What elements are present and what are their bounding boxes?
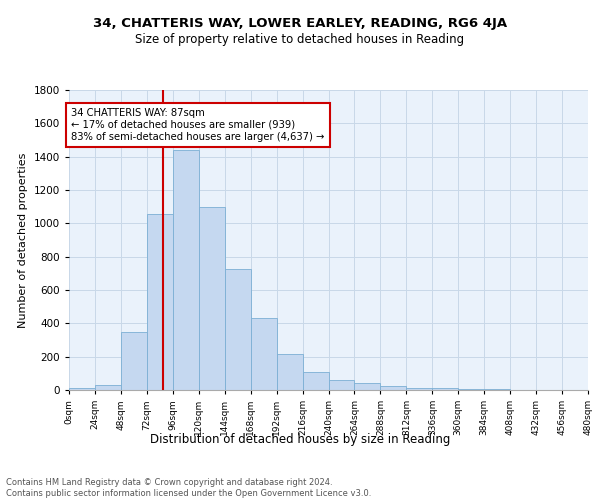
Bar [251,318,277,390]
Bar [173,150,199,390]
Bar [432,388,458,390]
Text: Size of property relative to detached houses in Reading: Size of property relative to detached ho… [136,32,464,46]
Bar [147,214,173,390]
Bar [199,206,224,390]
Bar [121,332,147,390]
Bar [95,385,121,390]
Text: 34 CHATTERIS WAY: 87sqm
← 17% of detached houses are smaller (939)
83% of semi-d: 34 CHATTERIS WAY: 87sqm ← 17% of detache… [71,108,325,142]
Bar [302,372,329,390]
Bar [458,388,484,390]
Bar [380,386,406,390]
Bar [69,388,95,390]
Text: 34, CHATTERIS WAY, LOWER EARLEY, READING, RG6 4JA: 34, CHATTERIS WAY, LOWER EARLEY, READING… [93,18,507,30]
Bar [355,382,380,390]
Bar [277,354,302,390]
Text: Contains HM Land Registry data © Crown copyright and database right 2024.
Contai: Contains HM Land Registry data © Crown c… [6,478,371,498]
Bar [406,388,432,390]
Bar [484,389,510,390]
Bar [225,269,251,390]
Y-axis label: Number of detached properties: Number of detached properties [18,152,28,328]
Bar [329,380,355,390]
Text: Distribution of detached houses by size in Reading: Distribution of detached houses by size … [150,432,450,446]
